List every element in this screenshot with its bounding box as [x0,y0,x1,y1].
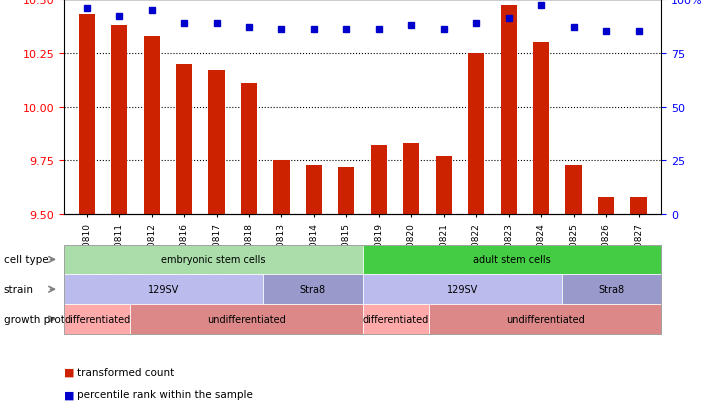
Bar [403,144,419,215]
Bar [306,165,322,215]
Text: adult stem cells: adult stem cells [473,255,551,265]
Text: strain: strain [4,285,33,294]
Bar [468,54,484,215]
Text: transformed count: transformed count [77,367,174,377]
Text: cell type: cell type [4,255,48,265]
Text: 129SV: 129SV [148,285,179,294]
Bar [241,84,257,215]
Bar [144,36,160,215]
Bar [79,15,95,215]
Text: differentiated: differentiated [64,314,130,324]
Text: percentile rank within the sample: percentile rank within the sample [77,389,252,399]
Bar [631,197,646,215]
Text: undifferentiated: undifferentiated [506,314,584,324]
Text: 129SV: 129SV [447,285,478,294]
Text: growth protocol: growth protocol [4,314,86,324]
Text: undifferentiated: undifferentiated [207,314,286,324]
Text: Stra8: Stra8 [599,285,624,294]
Text: ■: ■ [64,389,75,399]
Text: embryonic stem cells: embryonic stem cells [161,255,265,265]
Bar [273,161,289,215]
Text: differentiated: differentiated [363,314,429,324]
Bar [370,146,387,215]
Text: Stra8: Stra8 [300,285,326,294]
Bar [436,157,452,215]
Bar [565,165,582,215]
Bar [501,7,517,215]
Text: ■: ■ [64,367,75,377]
Bar [176,64,192,215]
Bar [338,168,355,215]
Bar [598,197,614,215]
Bar [208,71,225,215]
Bar [111,26,127,215]
Bar [533,43,549,215]
